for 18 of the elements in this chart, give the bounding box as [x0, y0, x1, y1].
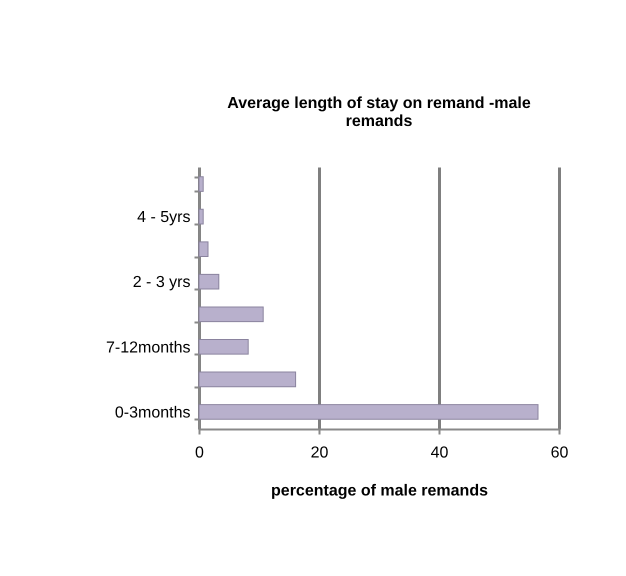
y-tick-label: 2 - 3 yrs: [132, 274, 190, 292]
bar: [198, 338, 249, 355]
x-tick-label: 0: [195, 444, 204, 462]
bar: [198, 176, 204, 192]
bar: [198, 274, 220, 290]
y-tick-label: 0-3months: [114, 404, 190, 422]
chart-title: Average length of stay on remand -male remands: [227, 95, 531, 130]
y-tick-label: 7-12months: [106, 339, 190, 356]
y-tick-label: 4 - 5yrs: [137, 209, 190, 226]
x-tick-label: 60: [550, 444, 568, 462]
x-tick-label: 20: [310, 444, 328, 462]
bar: [198, 372, 296, 388]
x-tick-label: 40: [430, 444, 448, 462]
bar: [198, 241, 208, 258]
bar: [198, 404, 538, 420]
x-axis-title: percentage of male remands: [271, 482, 488, 500]
bar: [198, 306, 264, 322]
bar: [198, 208, 204, 224]
